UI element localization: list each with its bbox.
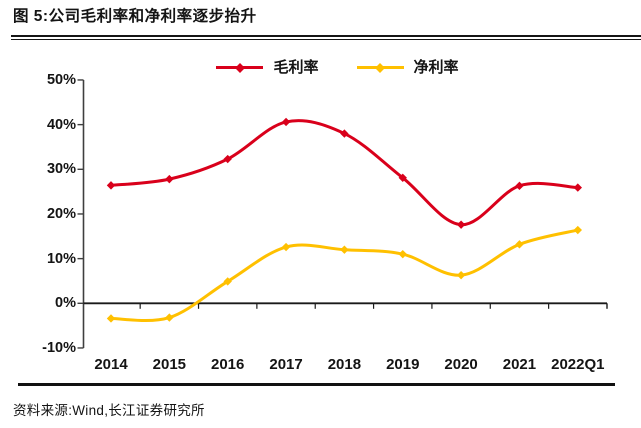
y-tick-label: 10% — [46, 250, 76, 267]
gross-margin-data-point — [165, 174, 174, 184]
net-margin-data-point — [281, 242, 291, 252]
gross-margin-data-point — [515, 181, 524, 191]
net-margin-data-point — [223, 277, 232, 286]
x-tick-label: 2017 — [269, 356, 303, 373]
footer-rule — [18, 383, 615, 386]
net-margin-data-point — [398, 249, 407, 259]
x-tick-label: 2019 — [386, 356, 420, 373]
y-tick-label: -10% — [42, 339, 76, 356]
y-tick-label: 50% — [46, 71, 76, 88]
x-tick-label: 2015 — [152, 356, 187, 373]
legend-item-net-margin: 净利率 — [356, 59, 459, 76]
gross-margin-data-point — [106, 181, 116, 190]
net-margin-data-point — [340, 245, 349, 254]
net-margin-data-point — [573, 225, 582, 235]
gross-margin-data-point — [223, 154, 232, 164]
y-tick-label: 40% — [46, 116, 76, 133]
gross-margin-data-point — [398, 173, 407, 182]
net-margin-data-point — [106, 314, 116, 323]
gross-margin-data-point — [281, 117, 291, 127]
x-tick-label: 2014 — [94, 356, 128, 373]
x-tick-label: 2021 — [502, 356, 537, 373]
legend-line-marker — [356, 62, 404, 73]
gross-margin-data-point — [456, 220, 466, 229]
x-tick-label: 2016 — [211, 356, 245, 373]
y-tick-label: 30% — [46, 161, 76, 178]
figure-title: 图 5:公司毛利率和净利率逐步抬升 — [13, 8, 257, 25]
legend-line-marker — [216, 62, 264, 73]
legend-item-gross-margin: 毛利率 — [216, 59, 319, 76]
net-margin-data-point — [456, 270, 466, 280]
legend-label: 毛利率 — [273, 59, 319, 76]
x-tick-label: 2018 — [327, 356, 362, 373]
net-margin-data-point — [515, 240, 524, 249]
gross-margin-data-point — [340, 129, 349, 138]
source-note: 资料来源:Wind,长江证券研究所 — [13, 403, 205, 418]
x-tick-label: 2022Q1 — [551, 356, 605, 373]
legend-label: 净利率 — [413, 59, 459, 76]
gross-margin-data-point — [573, 183, 582, 192]
net-margin-data-point — [165, 313, 174, 322]
x-tick-label: 2020 — [444, 356, 478, 373]
title-double-rule — [11, 35, 641, 40]
y-tick-label: 20% — [46, 205, 76, 222]
y-tick-label: 0% — [55, 295, 76, 312]
net-margin-line — [109, 228, 580, 323]
chart-legend: 毛利率 净利率 — [17, 60, 641, 75]
